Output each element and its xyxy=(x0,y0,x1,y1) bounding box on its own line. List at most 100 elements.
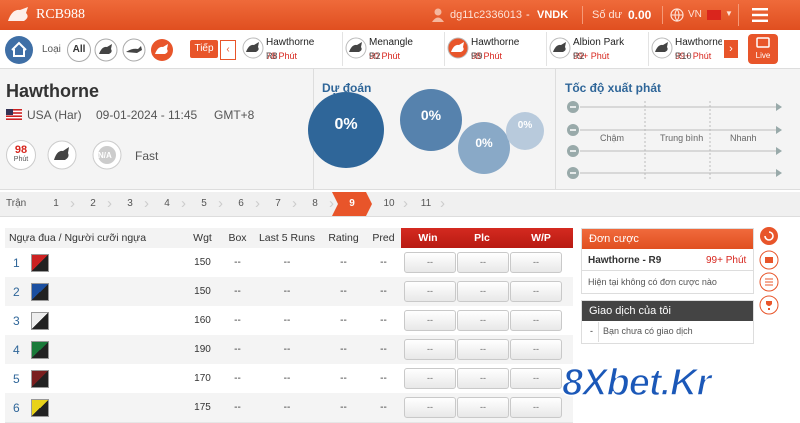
nav-race-number[interactable]: 11 xyxy=(420,198,432,209)
race-tab-number: R8 xyxy=(266,51,278,61)
prediction-title: Dự đoán xyxy=(322,81,372,95)
odds-button[interactable]: -- xyxy=(510,339,562,360)
runner-stat: -- xyxy=(340,286,347,297)
refresh-button[interactable] xyxy=(760,227,778,245)
race-tab-icon xyxy=(345,37,367,62)
filter-greyhound[interactable] xyxy=(122,38,146,62)
race-tab[interactable]: Albion Park R2 99+ Phút xyxy=(546,32,649,66)
dropdown-caret[interactable]: ▼ xyxy=(725,9,733,18)
nav-race-number[interactable]: 6 xyxy=(238,198,244,209)
runner-stat: -- xyxy=(380,344,387,355)
race-tab-number: R10 xyxy=(675,51,692,61)
runner-stat: -- xyxy=(283,344,291,355)
bet-slip: Đơn cược Hawthorne - R9 99+ Phút Hiện tạ… xyxy=(581,228,754,294)
race-tab-time: 99+ Phút xyxy=(573,51,610,61)
runner-stat: 190 xyxy=(194,344,211,355)
race-number-nav: Trận › 1 › 2 › 3 › 4 › 5 › 6 › 7 › 8 9 › 10 › 11 xyxy=(0,192,800,217)
speed-label: Nhanh xyxy=(730,133,757,143)
transactions-empty: Bạn chưa có giao dịch xyxy=(603,326,693,336)
race-tab-time: 99+ Phút xyxy=(675,51,712,61)
trophy-button[interactable] xyxy=(759,295,779,315)
runner-number: 6 xyxy=(13,401,20,415)
nav-chevron: › xyxy=(181,195,186,212)
silks xyxy=(31,370,49,388)
runner-stat: 160 xyxy=(194,315,211,326)
race-tab-time: 78 Phút xyxy=(266,51,298,61)
odds-button[interactable]: -- xyxy=(457,368,509,389)
divider xyxy=(598,322,599,342)
race-tab[interactable]: Menangle R2 90 Phút xyxy=(342,32,445,66)
race-tab-name: Hawthorne xyxy=(675,37,722,48)
logo[interactable]: RCB988 xyxy=(36,7,86,22)
nav-race-number[interactable]: 8 xyxy=(312,198,318,209)
nav-race-number[interactable]: 10 xyxy=(383,198,395,209)
live-button[interactable]: Live xyxy=(748,34,778,64)
column-header: Win xyxy=(418,232,438,244)
home-button[interactable] xyxy=(4,35,34,65)
runner-number: 4 xyxy=(13,343,20,357)
odds-button[interactable]: -- xyxy=(510,368,562,389)
nav-race-number[interactable]: 2 xyxy=(90,198,96,209)
runner-stat: -- xyxy=(380,373,387,384)
countdown-unit: Phút xyxy=(13,156,29,163)
bet-slip-time: 99+ Phút xyxy=(706,255,747,266)
odds-button[interactable]: -- xyxy=(404,252,456,273)
race-tab[interactable]: Hawthorne R10 99+ Phút xyxy=(648,32,722,66)
column-header: Box xyxy=(228,232,247,244)
list-button[interactable] xyxy=(759,272,779,292)
odds-button[interactable]: -- xyxy=(510,310,562,331)
odds-button[interactable]: -- xyxy=(457,397,509,418)
odds-button[interactable]: -- xyxy=(404,310,456,331)
silks xyxy=(31,341,49,359)
username: dg11c2336013 xyxy=(450,9,522,21)
race-tab[interactable]: Hawthorne R8 78 Phút xyxy=(240,32,342,66)
race-tab[interactable]: Hawthorne R9 98 Phút xyxy=(444,32,547,66)
prediction-bubble: 0% xyxy=(308,92,384,168)
nav-race-number[interactable]: 1 xyxy=(53,198,59,209)
nav-active-bg xyxy=(332,192,372,216)
race-tab-icon xyxy=(651,37,673,62)
runners-table: Ngựa đua / Người cưỡi ngựa Wgt Box Last 5 R… xyxy=(5,228,573,423)
runner-stat: -- xyxy=(234,257,241,268)
silks xyxy=(31,283,49,301)
video-button[interactable] xyxy=(759,250,779,270)
nav-race-number[interactable]: 7 xyxy=(275,198,281,209)
odds-button[interactable]: -- xyxy=(510,252,562,273)
odds-button[interactable]: -- xyxy=(510,397,562,418)
start-speed-lanes xyxy=(567,101,782,179)
runner-stat: -- xyxy=(340,373,347,384)
odds-button[interactable]: -- xyxy=(404,281,456,302)
datetime: 09-01-2024 - 11:45 xyxy=(96,108,198,122)
odds-button[interactable]: -- xyxy=(404,397,456,418)
language[interactable]: VN xyxy=(688,9,702,20)
logo-icon xyxy=(8,7,28,21)
menu-button[interactable] xyxy=(752,8,768,22)
nav-race-number[interactable]: 4 xyxy=(164,198,170,209)
nav-race-number[interactable]: 3 xyxy=(127,198,133,209)
filter-harness[interactable] xyxy=(150,38,174,62)
runner-stat: 170 xyxy=(194,373,211,384)
prev-arrow[interactable]: ‹ xyxy=(220,40,236,60)
odds-button[interactable]: -- xyxy=(457,281,509,302)
odds-button[interactable]: -- xyxy=(457,252,509,273)
silks xyxy=(31,254,49,272)
odds-button[interactable]: -- xyxy=(404,339,456,360)
separator: - xyxy=(526,9,530,21)
currency: VNDK xyxy=(537,9,569,21)
race-tab-meta: R2 90 Phút xyxy=(369,51,400,61)
nav-race-number[interactable]: 9 xyxy=(349,198,355,209)
prediction-bubbles: 0% 0% 0% 0% xyxy=(308,69,555,189)
countdown: 98 Phút xyxy=(6,140,36,170)
filter-horse[interactable] xyxy=(94,38,118,62)
bet-slip-empty: Hiện tại không có đơn cược nào xyxy=(588,277,717,287)
filter-all[interactable]: All xyxy=(67,38,91,62)
nav-race-number[interactable]: 5 xyxy=(201,198,207,209)
odds-button[interactable]: -- xyxy=(510,281,562,302)
odds-button[interactable]: -- xyxy=(457,339,509,360)
next-arrow[interactable]: › xyxy=(724,40,738,58)
column-header: Pred xyxy=(372,232,395,244)
transactions-dash: - xyxy=(590,326,593,336)
runner-stat: 175 xyxy=(194,402,211,413)
odds-button[interactable]: -- xyxy=(457,310,509,331)
odds-button[interactable]: -- xyxy=(404,368,456,389)
